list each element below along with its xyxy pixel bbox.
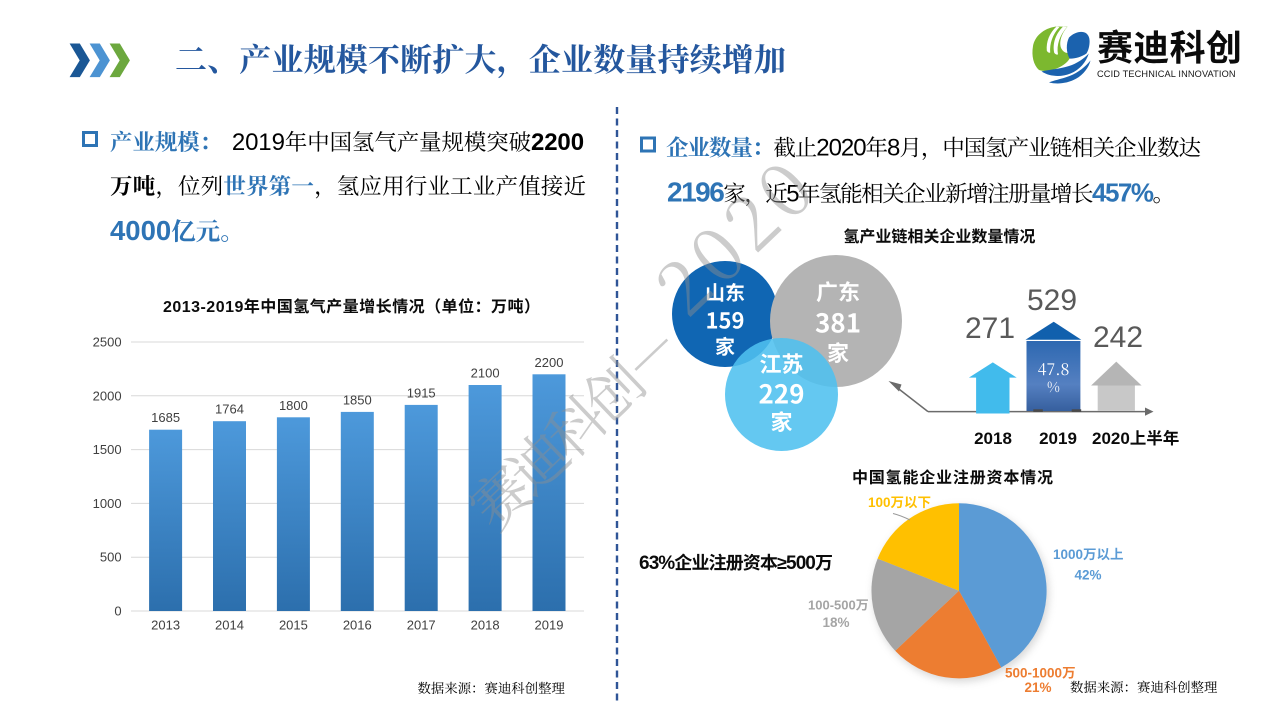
svg-text:2013: 2013 bbox=[151, 618, 180, 633]
svg-text:2200: 2200 bbox=[531, 129, 584, 156]
svg-text:1915: 1915 bbox=[407, 385, 436, 400]
svg-text:2014: 2014 bbox=[215, 618, 244, 633]
svg-text:2020: 2020 bbox=[1092, 429, 1130, 448]
svg-text:1800: 1800 bbox=[279, 398, 308, 413]
svg-text:2018: 2018 bbox=[974, 429, 1012, 448]
svg-text:2196: 2196 bbox=[667, 177, 725, 208]
svg-text:271: 271 bbox=[965, 312, 1015, 345]
svg-text:1000: 1000 bbox=[93, 496, 122, 511]
svg-text:21%: 21% bbox=[1024, 680, 1051, 695]
svg-text:100-500: 100-500 bbox=[808, 598, 856, 613]
svg-text:100: 100 bbox=[868, 495, 891, 510]
svg-text:1000: 1000 bbox=[1053, 547, 1083, 562]
svg-text:2018: 2018 bbox=[471, 618, 500, 633]
svg-text:8: 8 bbox=[887, 135, 900, 162]
svg-text:2019: 2019 bbox=[232, 129, 285, 156]
svg-text:500: 500 bbox=[100, 550, 122, 565]
svg-text:1685: 1685 bbox=[151, 410, 180, 425]
svg-text:4000: 4000 bbox=[110, 215, 171, 246]
svg-text:2200: 2200 bbox=[535, 355, 564, 370]
svg-text:2015: 2015 bbox=[279, 618, 308, 633]
svg-text:0: 0 bbox=[114, 604, 121, 619]
svg-text:2100: 2100 bbox=[471, 366, 500, 381]
svg-text:2016: 2016 bbox=[343, 618, 372, 633]
svg-text:457%: 457% bbox=[1092, 178, 1154, 208]
svg-text:500-1000: 500-1000 bbox=[1005, 666, 1062, 681]
svg-text:1764: 1764 bbox=[215, 402, 244, 417]
svg-text:1500: 1500 bbox=[93, 442, 122, 457]
svg-text:2020: 2020 bbox=[816, 135, 866, 162]
svg-text:500: 500 bbox=[786, 553, 816, 574]
svg-text:18%: 18% bbox=[822, 615, 849, 630]
svg-text:CCID TECHNICAL INNOVATION: CCID TECHNICAL INNOVATION bbox=[1097, 69, 1236, 79]
svg-text:1850: 1850 bbox=[343, 392, 372, 407]
svg-text:5: 5 bbox=[786, 181, 799, 208]
svg-text:63%: 63% bbox=[639, 553, 675, 574]
svg-text:42%: 42% bbox=[1074, 568, 1101, 583]
svg-text:2019: 2019 bbox=[535, 618, 564, 633]
svg-text:2017: 2017 bbox=[407, 618, 436, 633]
svg-text:242: 242 bbox=[1093, 321, 1143, 354]
svg-text:≥: ≥ bbox=[777, 553, 787, 573]
svg-text:529: 529 bbox=[1027, 284, 1077, 317]
svg-text:2000: 2000 bbox=[93, 388, 122, 403]
svg-text:2500: 2500 bbox=[93, 335, 122, 350]
svg-text:2019: 2019 bbox=[1039, 429, 1077, 448]
svg-text:2013-2019: 2013-2019 bbox=[163, 299, 244, 316]
